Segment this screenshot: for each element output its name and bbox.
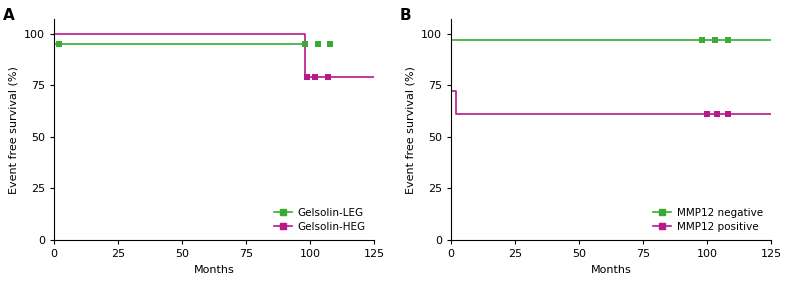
Y-axis label: Event free survival (%): Event free survival (%)	[9, 66, 18, 194]
X-axis label: Months: Months	[591, 265, 631, 275]
Legend: MMP12 negative, MMP12 positive: MMP12 negative, MMP12 positive	[649, 205, 766, 235]
Y-axis label: Event free survival (%): Event free survival (%)	[405, 66, 416, 194]
Legend: Gelsolin-LEG, Gelsolin-HEG: Gelsolin-LEG, Gelsolin-HEG	[270, 205, 369, 235]
Text: B: B	[400, 8, 412, 23]
Text: A: A	[2, 8, 14, 23]
X-axis label: Months: Months	[194, 265, 235, 275]
